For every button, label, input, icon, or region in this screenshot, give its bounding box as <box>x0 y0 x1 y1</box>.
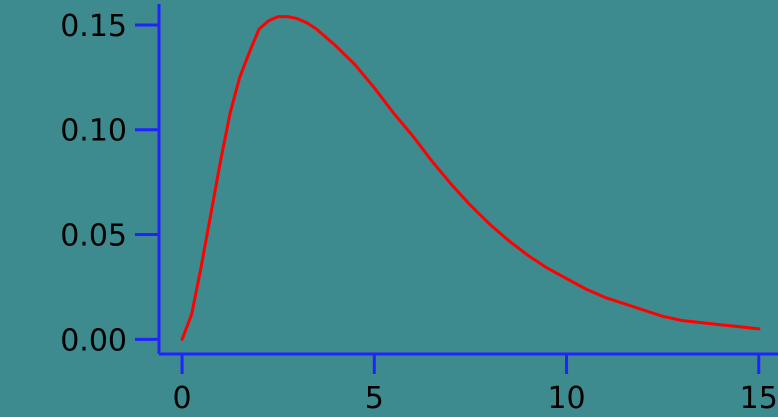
x-tick-label: 15 <box>740 381 778 416</box>
x-tick-label: 10 <box>547 381 585 416</box>
ticks <box>135 23 761 374</box>
tick-labels: 0.00 0.05 0.10 0.15 0 5 10 15 <box>60 9 778 416</box>
y-tick-label: 0.15 <box>60 9 127 44</box>
series-group <box>180 15 761 341</box>
series-line <box>180 15 761 341</box>
axes <box>157 4 778 356</box>
y-tick-label: 0.10 <box>60 114 127 149</box>
x-tick-label: 5 <box>365 381 384 416</box>
y-tick-label: 0.05 <box>60 219 127 254</box>
y-tick-label: 0.00 <box>60 323 127 358</box>
x-tick-label: 0 <box>173 381 192 416</box>
